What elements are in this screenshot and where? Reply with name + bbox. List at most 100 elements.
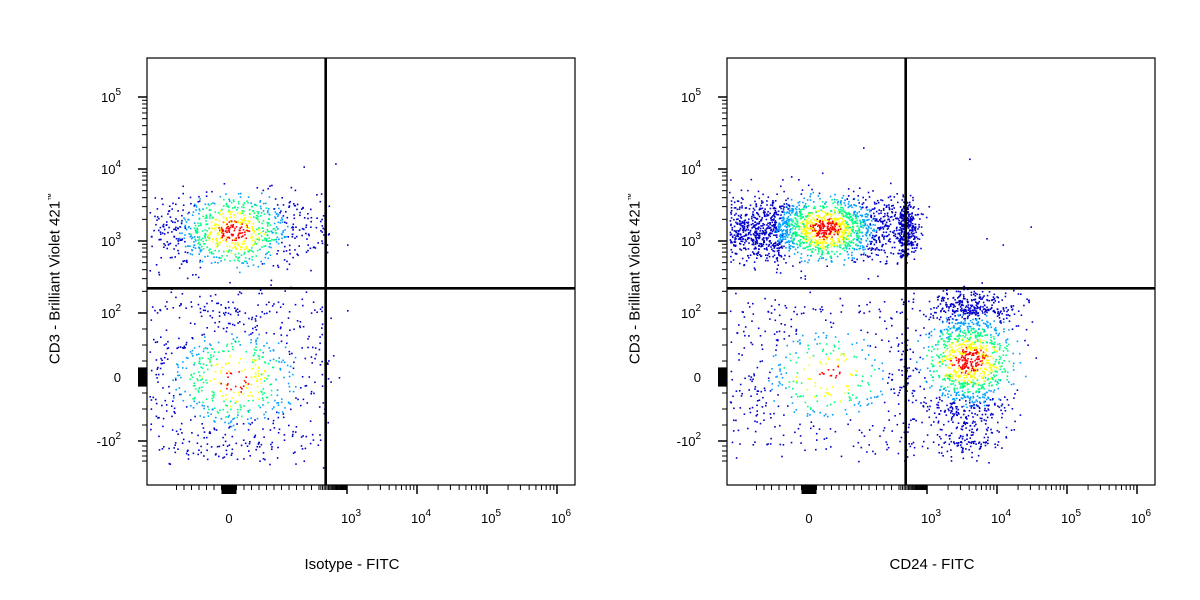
event-dot: [193, 400, 196, 403]
event-dot: [288, 244, 291, 247]
event-dot: [769, 371, 771, 374]
event-dot: [787, 405, 789, 407]
event-dot: [864, 358, 867, 360]
event-dot: [249, 391, 252, 394]
event-dot: [801, 334, 804, 337]
event-dot: [233, 324, 236, 327]
event-dot: [841, 221, 844, 223]
event-dot: [840, 236, 842, 238]
event-dot: [902, 195, 905, 198]
event-dot: [885, 327, 888, 330]
event-dot: [201, 230, 204, 232]
event-dot: [289, 403, 292, 405]
event-dot: [280, 340, 283, 343]
event-dot: [828, 229, 830, 231]
event-dot: [272, 231, 275, 234]
event-dot: [195, 206, 198, 208]
event-dot: [773, 333, 776, 335]
event-dot: [907, 426, 910, 429]
event-dot: [875, 241, 878, 244]
event-dot: [178, 316, 181, 319]
event-dot: [946, 289, 948, 291]
event-dot: [160, 215, 163, 218]
event-dot: [857, 199, 859, 201]
event-dot: [200, 445, 202, 448]
event-dot: [897, 237, 899, 240]
event-dot: [191, 352, 193, 355]
event-dot: [173, 248, 175, 250]
event-dot: [734, 244, 737, 247]
event-dot: [880, 249, 883, 251]
event-dot: [851, 228, 853, 231]
event-dot: [853, 212, 855, 215]
event-dot: [970, 294, 973, 296]
event-dot: [850, 204, 853, 206]
event-dot: [767, 222, 769, 225]
event-dot: [855, 374, 857, 376]
event-dot: [276, 389, 279, 391]
event-dot: [846, 244, 849, 246]
event-dot: [213, 428, 216, 431]
event-dot: [773, 214, 775, 217]
event-dot: [226, 250, 228, 253]
event-dot: [220, 417, 223, 420]
event-dot: [218, 381, 221, 384]
event-dot: [168, 392, 171, 394]
event-dot: [793, 225, 795, 227]
event-dot: [205, 364, 208, 366]
event-dot: [950, 456, 953, 458]
event-dot: [754, 226, 756, 228]
event-dot: [190, 374, 193, 377]
event-dot: [160, 336, 162, 338]
event-dot: [214, 293, 217, 296]
event-dot: [912, 369, 915, 372]
event-dot: [788, 381, 791, 383]
event-dot: [154, 341, 157, 344]
x-tick-label: 105: [481, 508, 501, 526]
event-dot: [208, 234, 210, 236]
event-dot: [855, 243, 857, 246]
event-dot: [782, 238, 784, 241]
event-dot: [943, 423, 945, 426]
event-dot: [909, 223, 911, 226]
event-dot: [848, 247, 851, 250]
event-dot: [753, 267, 756, 269]
event-dot: [863, 338, 865, 341]
event-dot: [961, 449, 964, 452]
event-dot: [227, 301, 230, 303]
event-dot: [830, 215, 832, 217]
event-dot: [754, 430, 757, 433]
event-dot: [201, 376, 203, 378]
event-dot: [877, 201, 880, 204]
event-dot: [958, 303, 960, 306]
event-dot: [804, 203, 807, 205]
event-dot: [238, 232, 241, 234]
event-dot: [167, 340, 169, 343]
event-dot: [209, 233, 212, 236]
event-dot: [818, 250, 820, 253]
event-dot: [233, 221, 235, 223]
event-dot: [251, 239, 254, 242]
event-dot: [752, 207, 755, 210]
event-dot: [258, 221, 261, 223]
event-dot: [847, 423, 849, 426]
event-dot: [783, 367, 786, 369]
event-dot: [941, 297, 943, 300]
event-dot: [775, 234, 778, 236]
event-dot: [199, 210, 201, 212]
event-dot: [273, 303, 275, 305]
event-dot: [813, 230, 816, 232]
event-dot: [180, 221, 183, 224]
event-dot: [763, 232, 765, 234]
event-dot: [737, 238, 740, 240]
event-dot: [225, 398, 227, 401]
event-dot: [886, 228, 889, 230]
event-dot: [899, 206, 902, 208]
event-dot: [286, 334, 288, 337]
event-dot: [202, 309, 205, 312]
event-dot: [830, 403, 832, 406]
event-dot: [163, 446, 165, 448]
event-dot: [820, 229, 822, 231]
event-dot: [779, 246, 782, 249]
event-dot: [795, 380, 798, 382]
